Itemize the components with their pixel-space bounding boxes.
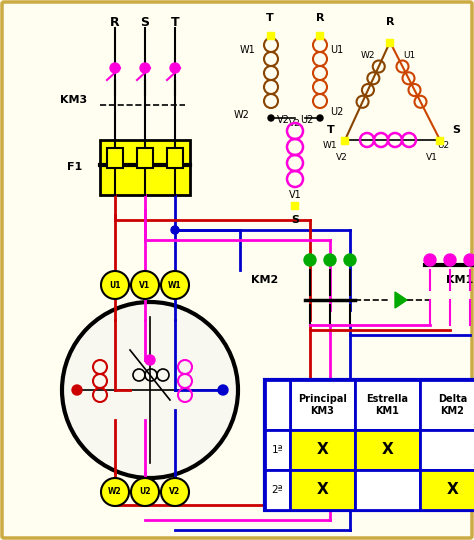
Bar <box>355 470 420 510</box>
Circle shape <box>131 271 159 299</box>
Bar <box>265 380 290 430</box>
Text: R: R <box>110 16 120 29</box>
Text: W2: W2 <box>234 110 250 120</box>
Bar <box>100 140 190 195</box>
Bar <box>137 148 153 168</box>
Text: V2: V2 <box>336 153 348 163</box>
FancyBboxPatch shape <box>265 380 474 510</box>
Bar <box>420 430 474 470</box>
Circle shape <box>304 254 316 266</box>
Text: S: S <box>452 125 460 135</box>
Text: V2: V2 <box>276 115 290 125</box>
Polygon shape <box>395 292 407 308</box>
Circle shape <box>110 63 120 73</box>
Circle shape <box>101 478 129 506</box>
Circle shape <box>424 254 436 266</box>
Text: 1ª: 1ª <box>272 445 283 455</box>
Text: 2ª: 2ª <box>272 485 283 495</box>
Bar <box>420 380 474 430</box>
Bar <box>290 430 355 470</box>
Bar <box>437 137 444 144</box>
Text: U1: U1 <box>403 51 415 59</box>
Text: X: X <box>317 483 328 497</box>
Text: T: T <box>171 16 179 29</box>
Text: W1: W1 <box>239 45 255 55</box>
Circle shape <box>140 63 150 73</box>
Bar <box>355 380 420 430</box>
Text: X: X <box>317 442 328 457</box>
Text: V1: V1 <box>289 190 301 200</box>
Circle shape <box>131 478 159 506</box>
Text: X: X <box>382 442 393 457</box>
Bar <box>420 470 474 510</box>
Bar <box>107 148 123 168</box>
Bar <box>265 470 290 510</box>
Text: R: R <box>386 17 394 27</box>
Bar <box>355 430 420 470</box>
Text: T: T <box>327 125 335 135</box>
Circle shape <box>170 63 180 73</box>
Bar <box>341 137 348 144</box>
Bar <box>292 201 299 208</box>
Circle shape <box>268 115 274 121</box>
Text: KM3: KM3 <box>60 95 87 105</box>
Text: Estrella
KM1: Estrella KM1 <box>366 394 409 416</box>
Text: S: S <box>140 16 149 29</box>
Circle shape <box>324 254 336 266</box>
Circle shape <box>317 115 323 121</box>
Bar <box>386 38 393 45</box>
Circle shape <box>464 254 474 266</box>
Text: X: X <box>447 483 458 497</box>
Text: T: T <box>266 13 274 23</box>
Bar <box>317 31 323 38</box>
Text: U1: U1 <box>330 45 343 55</box>
Bar <box>265 430 290 470</box>
Text: F1: F1 <box>67 162 82 172</box>
Text: KM2: KM2 <box>251 275 279 285</box>
Text: KM1: KM1 <box>447 275 474 285</box>
Circle shape <box>72 385 82 395</box>
Bar <box>290 380 355 430</box>
Bar <box>290 470 355 510</box>
Circle shape <box>101 271 129 299</box>
Circle shape <box>161 271 189 299</box>
Text: Principal
KM3: Principal KM3 <box>298 394 347 416</box>
Text: R: R <box>316 13 324 23</box>
Text: V2: V2 <box>289 118 301 127</box>
Circle shape <box>171 226 179 234</box>
Circle shape <box>218 385 228 395</box>
Text: U2: U2 <box>330 107 343 117</box>
Circle shape <box>444 254 456 266</box>
Text: S: S <box>291 215 299 225</box>
Text: W2: W2 <box>361 51 375 59</box>
Text: V2: V2 <box>169 488 181 496</box>
Text: W1: W1 <box>168 280 182 289</box>
Circle shape <box>161 478 189 506</box>
Text: U2: U2 <box>301 115 314 125</box>
Text: U2: U2 <box>437 140 449 150</box>
Text: Delta
KM2: Delta KM2 <box>438 394 467 416</box>
Text: U1: U1 <box>109 280 121 289</box>
Text: U2: U2 <box>139 488 151 496</box>
Circle shape <box>62 302 238 478</box>
Text: W1: W1 <box>322 140 337 150</box>
Text: W2: W2 <box>108 488 122 496</box>
Bar <box>267 31 274 38</box>
Text: V1: V1 <box>426 153 438 163</box>
Circle shape <box>344 254 356 266</box>
Text: V1: V1 <box>139 280 151 289</box>
Circle shape <box>145 355 155 365</box>
Bar <box>167 148 183 168</box>
